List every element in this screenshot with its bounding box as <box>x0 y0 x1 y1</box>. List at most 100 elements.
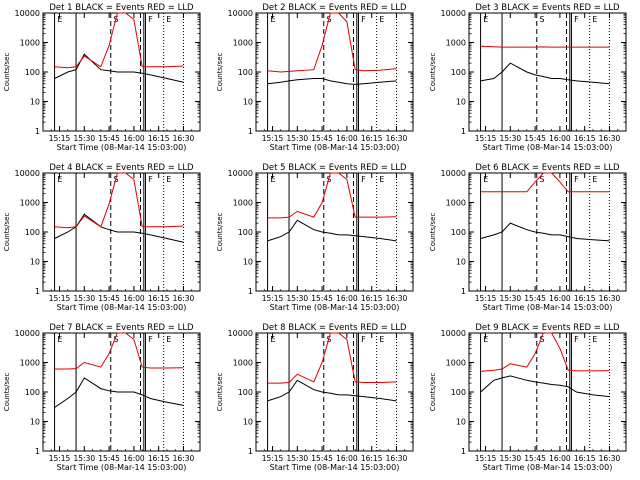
ytick-label: 10000 <box>228 329 253 338</box>
flag-label: F <box>574 335 579 344</box>
series-line-events <box>480 375 610 398</box>
xtick-label: 16:00 <box>549 294 571 303</box>
xtick-label: 16:30 <box>599 454 621 463</box>
xtick-label: 15:15 <box>475 294 497 303</box>
xtick-label: 15:45 <box>311 294 333 303</box>
xtick-label: 16:00 <box>123 294 145 303</box>
flag-label: F <box>574 15 579 24</box>
flag-label: E <box>270 335 275 344</box>
flag-label: F <box>361 175 366 184</box>
ytick-label: 1 <box>35 447 40 456</box>
x-axis-label: Start Time (08-Mar-14 15:03:00) <box>57 303 187 312</box>
flag-label: E <box>270 175 275 184</box>
detector-panel-1: Det 1 BLACK = Events RED = LLD 1 10 100 1000… <box>3 3 201 152</box>
xtick-label: 15:45 <box>524 454 546 463</box>
xtick-label: 15:30 <box>287 454 309 463</box>
series-line-lld <box>480 332 610 372</box>
xtick-label: 15:30 <box>500 454 522 463</box>
ytick-label: 10000 <box>441 169 466 178</box>
ytick-label: 1000 <box>233 359 253 368</box>
panel-title: Det 4 BLACK = Events RED = LLD <box>49 163 194 173</box>
series-line-lld <box>267 332 397 384</box>
ytick-label: 1 <box>248 287 253 296</box>
y-axis-label: Counts/sec <box>3 373 11 412</box>
flag-label: S <box>539 175 544 184</box>
panel-title: Det 2 BLACK = Events RED = LLD <box>262 3 407 13</box>
detector-panel-4: Det 4 BLACK = Events RED = LLD 1 10 100 1000… <box>3 163 201 312</box>
xtick-label: 16:00 <box>336 454 358 463</box>
xtick-label: 16:30 <box>599 134 621 143</box>
flag-label: E <box>483 175 488 184</box>
ytick-label: 10000 <box>228 9 253 18</box>
detector-panel-3: Det 3 BLACK = Events RED = LLD 1 10 100 1000… <box>429 3 627 152</box>
xtick-label: 15:45 <box>98 454 120 463</box>
xtick-label: 16:15 <box>361 294 383 303</box>
ytick-label: 10 <box>243 418 253 427</box>
y-axis-label: Counts/sec <box>216 53 224 92</box>
flag-label: E <box>379 335 384 344</box>
y-axis-label: Counts/sec <box>216 373 224 412</box>
ytick-label: 100 <box>25 68 40 77</box>
panel-title: Det 5 BLACK = Events RED = LLD <box>262 163 407 173</box>
series-line-events <box>54 53 184 83</box>
xtick-label: 15:30 <box>500 294 522 303</box>
ytick-label: 10 <box>30 418 40 427</box>
ytick-label: 1 <box>461 287 466 296</box>
xtick-label: 15:30 <box>74 294 96 303</box>
series-line-lld <box>54 12 184 69</box>
y-axis-label: Counts/sec <box>429 53 437 92</box>
ytick-label: 10 <box>243 258 253 267</box>
xtick-label: 15:30 <box>74 134 96 143</box>
flag-label: F <box>148 335 153 344</box>
ytick-label: 10000 <box>228 169 253 178</box>
flag-label: E <box>379 15 384 24</box>
series-line-events <box>54 377 184 408</box>
flag-label: E <box>166 335 171 344</box>
ytick-label: 100 <box>25 388 40 397</box>
detector-panel-5: Det 5 BLACK = Events RED = LLD 1 10 100 1000… <box>216 163 414 312</box>
plot-frame <box>255 172 414 292</box>
panel-title: Det 9 BLACK = Events RED = LLD <box>475 323 620 333</box>
y-axis-label: Counts/sec <box>3 53 11 92</box>
y-axis-label: Counts/sec <box>216 213 224 252</box>
xtick-label: 15:15 <box>49 454 71 463</box>
series-line-events <box>267 219 397 242</box>
flag-label: E <box>483 15 488 24</box>
ytick-label: 1 <box>248 127 253 136</box>
series-line-events <box>267 379 397 402</box>
xtick-label: 15:30 <box>500 134 522 143</box>
ytick-label: 1000 <box>20 359 40 368</box>
flag-label: E <box>379 175 384 184</box>
flag-label: E <box>166 15 171 24</box>
ytick-label: 1 <box>248 447 253 456</box>
ytick-label: 1 <box>35 287 40 296</box>
flag-label: S <box>113 335 118 344</box>
flag-label: E <box>592 175 597 184</box>
ytick-label: 10 <box>456 418 466 427</box>
xtick-label: 16:15 <box>574 134 596 143</box>
panel-title: Det 8 BLACK = Events RED = LLD <box>262 323 407 333</box>
x-axis-label: Start Time (08-Mar-14 15:03:00) <box>483 463 613 472</box>
ytick-label: 100 <box>238 228 253 237</box>
x-axis-label: Start Time (08-Mar-14 15:03:00) <box>483 143 613 152</box>
series-line-events <box>267 78 397 85</box>
ytick-label: 10 <box>456 258 466 267</box>
xtick-label: 16:30 <box>386 454 408 463</box>
xtick-label: 16:30 <box>173 134 195 143</box>
xtick-label: 16:15 <box>574 454 596 463</box>
ytick-label: 1000 <box>446 359 466 368</box>
xtick-label: 16:00 <box>549 454 571 463</box>
detector-panel-7: Det 7 BLACK = Events RED = LLD 1 10 100 1000… <box>3 323 201 472</box>
xtick-label: 16:15 <box>148 294 170 303</box>
series-line-events <box>54 213 184 243</box>
xtick-label: 16:30 <box>386 134 408 143</box>
ytick-label: 10 <box>30 98 40 107</box>
xtick-label: 16:30 <box>173 454 195 463</box>
xtick-label: 16:30 <box>386 294 408 303</box>
xtick-label: 15:15 <box>475 454 497 463</box>
xtick-label: 16:30 <box>173 294 195 303</box>
xtick-label: 15:45 <box>524 134 546 143</box>
series-line-lld <box>54 332 184 370</box>
series-line-lld <box>480 172 610 193</box>
plot-frame <box>468 12 627 132</box>
